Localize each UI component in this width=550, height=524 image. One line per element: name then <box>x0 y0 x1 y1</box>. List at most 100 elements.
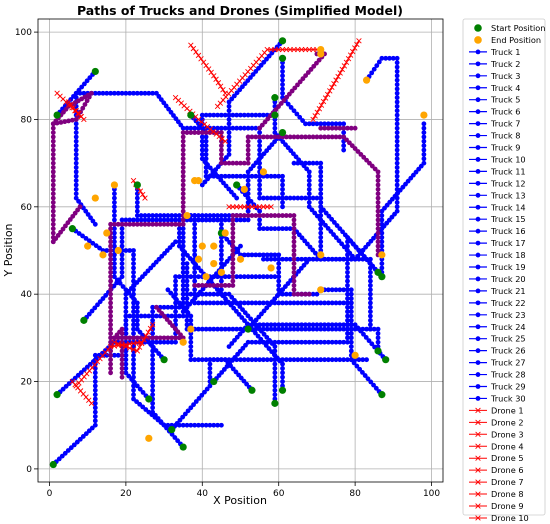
truck-point <box>348 331 354 336</box>
truck-point <box>368 322 373 328</box>
truck-point <box>344 247 350 253</box>
drone-point <box>335 73 341 80</box>
start-position-marker <box>68 225 76 233</box>
truck-point <box>199 125 205 131</box>
legend-label: Drone 2 <box>491 417 524 427</box>
truck-point <box>123 248 129 253</box>
legend-swatch <box>475 204 481 210</box>
overlap-point <box>50 165 56 170</box>
overlap-point <box>300 76 306 82</box>
truck-point <box>306 173 312 179</box>
truck-point <box>199 217 205 223</box>
truck-point <box>345 304 350 310</box>
truck-point <box>86 311 92 317</box>
overlap-point <box>154 304 159 310</box>
truck-point <box>142 213 148 218</box>
truck-point <box>348 322 354 328</box>
truck-point <box>394 108 400 114</box>
truck-point <box>180 226 186 232</box>
truck-point <box>345 274 350 280</box>
truck-point <box>255 333 261 339</box>
truck-point <box>142 313 148 319</box>
truck-point <box>317 216 323 222</box>
truck-point <box>184 296 190 301</box>
truck-point <box>202 389 207 395</box>
truck-point <box>364 357 369 363</box>
truck-point <box>283 291 289 297</box>
overlap-point <box>50 221 56 227</box>
truck-point <box>226 108 232 114</box>
truck-point <box>258 336 264 342</box>
overlap-point <box>119 348 125 354</box>
truck-point <box>333 300 339 306</box>
y-tick-label: 60 <box>21 203 33 213</box>
truck-point <box>306 178 312 184</box>
drone-point <box>220 87 226 93</box>
overlap-point <box>108 243 113 249</box>
truck-point <box>268 357 274 363</box>
truck-point <box>253 339 259 345</box>
truck-point <box>333 326 339 332</box>
truck-point <box>318 357 324 363</box>
truck-point <box>73 143 79 149</box>
truck-point <box>150 348 156 354</box>
truck-point <box>112 208 117 214</box>
truck-point <box>283 226 289 232</box>
legend-label: Truck 26 <box>490 346 526 356</box>
truck-point <box>203 138 209 144</box>
truck-point <box>271 352 277 358</box>
series-truck-17 <box>165 287 255 393</box>
legend-swatch <box>475 276 481 282</box>
truck-point <box>264 322 270 328</box>
truck-point <box>80 233 85 239</box>
truck-point <box>154 313 159 319</box>
drone-point <box>349 48 356 55</box>
truck-point <box>268 226 274 232</box>
truck-point <box>318 173 324 179</box>
truck-point <box>280 322 285 328</box>
overlap-point <box>50 178 56 184</box>
truck-point <box>261 331 267 337</box>
truck-point <box>345 322 350 328</box>
truck-point <box>224 236 230 242</box>
overlap-point <box>245 143 251 149</box>
truck-point <box>373 385 379 391</box>
drone-point <box>312 113 318 119</box>
overlap-point <box>115 221 121 227</box>
truck-point <box>226 143 232 149</box>
truck-point <box>379 261 385 267</box>
truck-point <box>339 241 345 247</box>
truck-point <box>421 138 427 144</box>
overlap-point <box>310 134 316 140</box>
truck-point <box>355 325 361 331</box>
truck-point <box>314 326 320 332</box>
truck-point <box>203 300 209 306</box>
overlap-point <box>272 213 278 218</box>
overlap-point <box>108 339 113 345</box>
overlap-point <box>180 169 186 175</box>
truck-point <box>280 366 285 371</box>
overlap-point <box>108 352 113 358</box>
overlap-point <box>165 335 171 341</box>
truck-point <box>306 357 312 363</box>
truck-point <box>180 269 186 275</box>
overlap-point <box>291 221 297 227</box>
truck-point <box>375 331 381 336</box>
truck-point <box>188 217 194 223</box>
truck-point <box>267 338 272 343</box>
truck-point <box>203 143 209 149</box>
legend-label: Truck 30 <box>490 393 526 403</box>
truck-point <box>312 210 318 216</box>
truck-point <box>348 339 354 345</box>
truck-point <box>261 274 266 280</box>
truck-point <box>115 90 121 96</box>
truck-point <box>341 130 347 135</box>
legend-swatch <box>475 85 481 91</box>
legend-label: Truck 9 <box>490 143 520 153</box>
truck-point <box>199 138 205 144</box>
truck-point <box>184 287 190 293</box>
truck-point <box>283 357 289 363</box>
overlap-point <box>123 221 129 227</box>
truck-point <box>150 339 156 345</box>
